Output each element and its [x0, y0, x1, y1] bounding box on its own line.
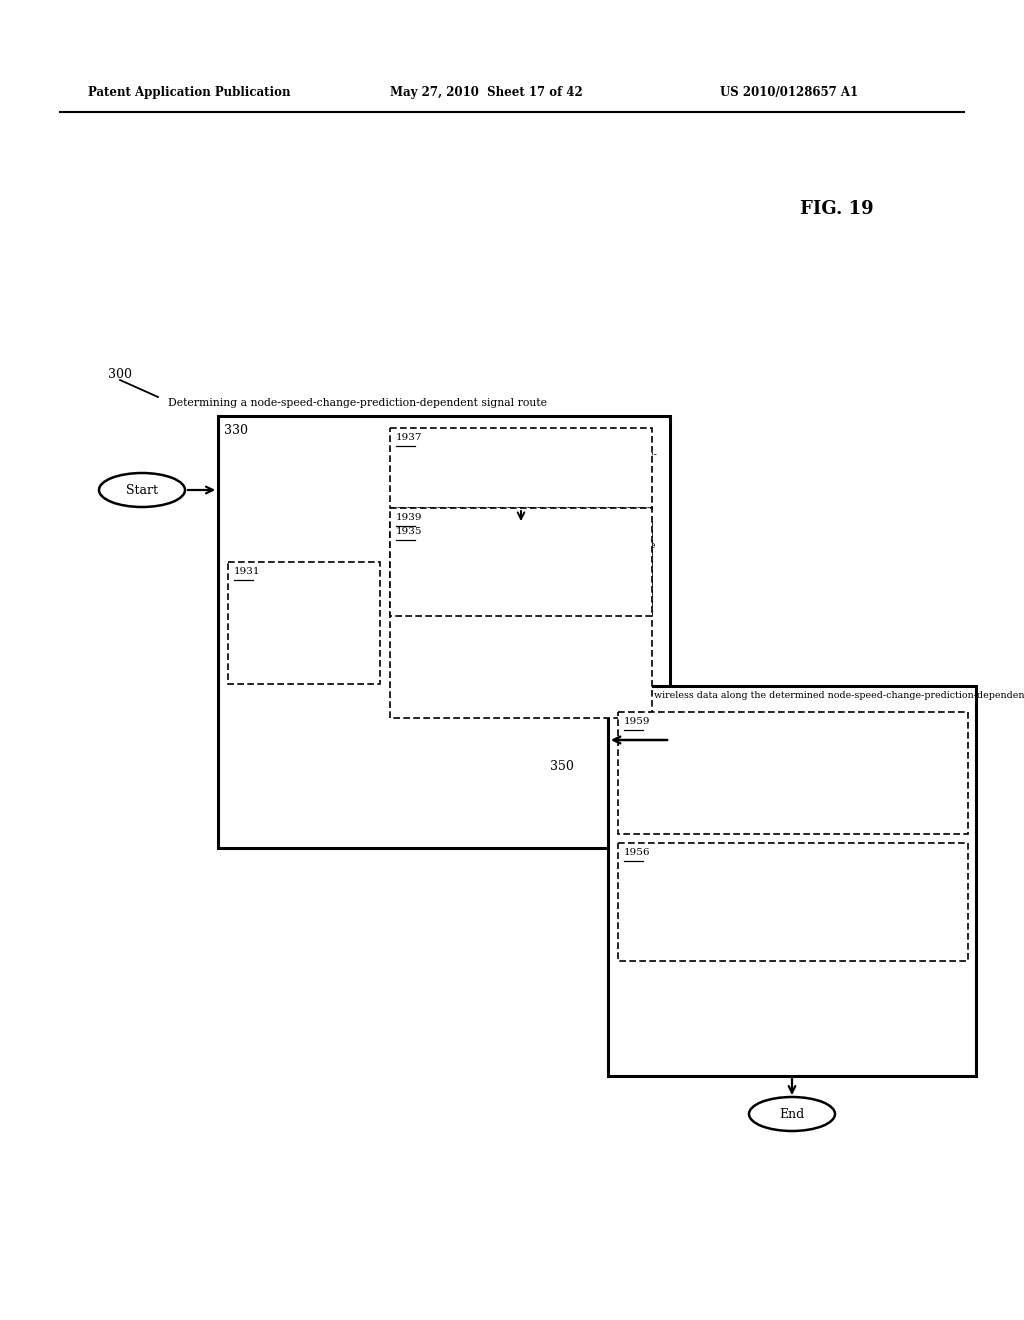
- Text: 300: 300: [108, 368, 132, 381]
- Bar: [390, 521, 652, 718]
- Text: 330: 330: [224, 424, 248, 437]
- Text: 1937: 1937: [396, 433, 423, 442]
- Text: Receiving at least one of node state
information, a definition of the
determined: Receiving at least one of node state inf…: [396, 544, 578, 620]
- Text: US 2010/0128657 A1: US 2010/0128657 A1: [720, 86, 858, 99]
- Text: Patent Application Publication: Patent Application Publication: [88, 86, 291, 99]
- Text: Storing information about a node outside the node-
speed-change-prediction-depen: Storing information about a node outside…: [396, 450, 657, 470]
- Text: 1939: 1939: [396, 513, 423, 521]
- Text: May 27, 2010  Sheet 17 of 42: May 27, 2010 Sheet 17 of 42: [390, 86, 583, 99]
- Text: Determining a node-speed-change-prediction-dependent signal route: Determining a node-speed-change-predicti…: [168, 399, 547, 408]
- Bar: [390, 428, 652, 508]
- Ellipse shape: [99, 473, 185, 507]
- Text: 1959: 1959: [624, 717, 650, 726]
- Bar: [390, 508, 652, 616]
- Text: 1935: 1935: [396, 527, 423, 536]
- Bar: [618, 711, 968, 834]
- Text: 1956: 1956: [624, 847, 650, 857]
- Text: 350: 350: [550, 760, 573, 774]
- Text: Routing other wireless data along another
signal route parallel to the determine: Routing other wireless data along anothe…: [624, 865, 839, 908]
- Text: End: End: [779, 1107, 805, 1121]
- Text: Start: Start: [126, 483, 158, 496]
- Text: FIG. 19: FIG. 19: [800, 201, 873, 218]
- Bar: [608, 686, 976, 1076]
- Bar: [618, 843, 968, 961]
- Bar: [228, 562, 380, 684]
- Text: Determining the node-speed-change-prediction-
dependent signal route at least pa: Determining the node-speed-change-predic…: [396, 531, 655, 561]
- Text: 1931: 1931: [234, 568, 260, 576]
- Ellipse shape: [749, 1097, 835, 1131]
- Text: Awaiting an acknowledgment signal before
sending a portion of the wireless data : Awaiting an acknowledgment signal before…: [624, 734, 867, 776]
- Text: Routing wireless data along the determined node-speed-change-prediction-dependen: Routing wireless data along the determin…: [613, 690, 1024, 700]
- Bar: [218, 416, 670, 847]
- Text: Receiving a
burden
indicator: Receiving a burden indicator: [234, 583, 295, 616]
